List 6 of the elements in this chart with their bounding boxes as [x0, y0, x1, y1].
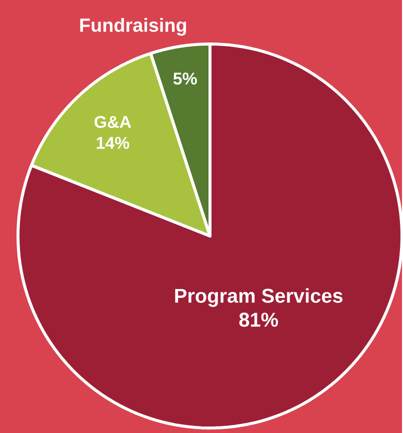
data-label: 14%	[96, 136, 129, 149]
data-label: 5%	[173, 72, 197, 85]
slice-label: Fundraising	[80, 18, 186, 36]
slice-label: G&A	[94, 116, 131, 128]
slice-label: Program Services	[174, 288, 342, 307]
data-label: 81%	[239, 312, 278, 327]
